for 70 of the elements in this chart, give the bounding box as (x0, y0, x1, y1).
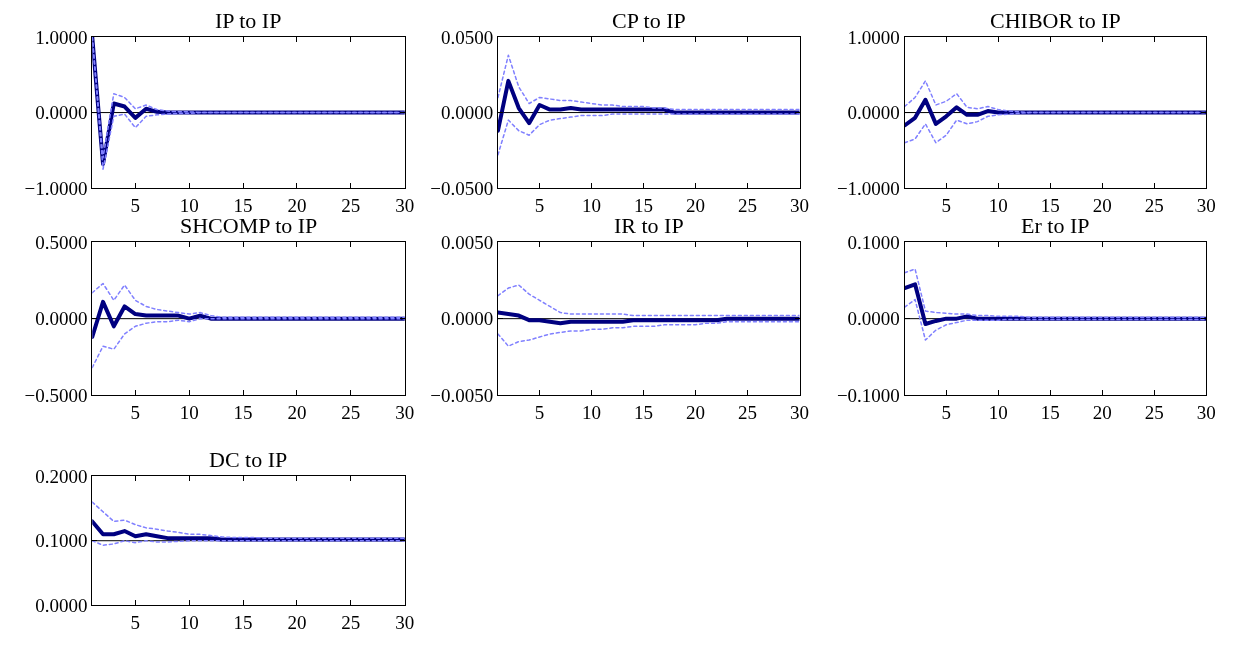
y-tick-label: −1.0000 (836, 177, 900, 199)
x-tick-label: 20 (686, 194, 706, 216)
x-tick-label: 30 (1196, 194, 1216, 216)
x-tick-label: 30 (790, 194, 809, 216)
y-tick-label: −0.1000 (836, 384, 900, 406)
x-tick-label: 5 (941, 194, 951, 216)
x-tick-label: 5 (534, 401, 545, 423)
x-tick-label: 25 (341, 401, 361, 423)
y-tick-label: 0.0000 (847, 308, 900, 330)
x-tick-label: 30 (395, 194, 415, 216)
x-tick-label: 5 (941, 401, 951, 423)
x-tick-label: 10 (179, 401, 199, 423)
x-tick-label: 15 (233, 401, 253, 423)
y-tick-label: 0.0000 (440, 102, 494, 124)
chart-title: Er to IP (1021, 213, 1090, 238)
x-tick-label: 5 (130, 401, 141, 423)
x-tick-label: 25 (341, 611, 361, 633)
y-tick-label: 0.2000 (35, 466, 88, 488)
x-tick-label: 15 (1040, 401, 1060, 423)
x-tick-label: 10 (988, 194, 1008, 216)
x-tick-label: 30 (395, 401, 415, 423)
x-tick-label: 20 (287, 611, 307, 633)
y-tick-label: 0.0050 (440, 231, 494, 253)
x-tick-label: 10 (582, 401, 602, 423)
chart-title: CP to IP (612, 8, 686, 33)
x-tick-label: 15 (233, 611, 253, 633)
x-tick-label: 20 (1092, 401, 1112, 423)
x-tick-label: 25 (738, 194, 758, 216)
y-tick-label: 1.0000 (35, 26, 88, 48)
chart-title: SHCOMP to IP (180, 213, 318, 238)
x-tick-label: 5 (534, 194, 545, 216)
y-tick-label: 0.0000 (35, 102, 88, 124)
y-tick-label: 1.0000 (847, 26, 900, 48)
y-tick-label: −0.0050 (430, 384, 494, 406)
x-tick-label: 10 (988, 401, 1008, 423)
x-tick-label: 10 (582, 194, 602, 216)
y-tick-label: 0.0000 (847, 102, 900, 124)
y-tick-label: −0.5000 (24, 384, 88, 406)
y-tick-label: 0.0000 (35, 594, 88, 616)
y-tick-label: 0.0000 (35, 308, 88, 330)
chart-title: CHIBOR to IP (990, 8, 1121, 33)
y-tick-label: 0.0000 (440, 308, 494, 330)
x-tick-label: 25 (1144, 194, 1164, 216)
x-tick-label: 5 (130, 194, 141, 216)
x-tick-label: 30 (395, 611, 415, 633)
y-tick-label: 0.1000 (847, 231, 900, 253)
x-tick-label: 25 (341, 194, 361, 216)
x-tick-label: 20 (686, 401, 706, 423)
x-tick-label: 25 (738, 401, 758, 423)
x-tick-label: 5 (130, 611, 141, 633)
y-tick-label: 0.1000 (35, 530, 88, 552)
x-tick-label: 15 (1040, 194, 1060, 216)
y-tick-label: −1.0000 (24, 177, 88, 199)
chart-title: IR to IP (614, 213, 684, 238)
x-tick-label: 10 (179, 611, 199, 633)
y-tick-label: 0.0500 (440, 26, 494, 48)
y-tick-label: 0.5000 (35, 231, 88, 253)
x-tick-label: 20 (1092, 194, 1112, 216)
x-tick-label: 20 (287, 194, 307, 216)
x-tick-label: 10 (179, 194, 199, 216)
x-tick-label: 30 (1196, 401, 1216, 423)
chart-title: IP to IP (215, 8, 282, 33)
x-tick-label: 30 (790, 401, 809, 423)
x-tick-label: 15 (634, 401, 654, 423)
x-tick-label: 25 (1144, 401, 1164, 423)
x-tick-label: 20 (287, 401, 307, 423)
x-tick-label: 15 (233, 194, 253, 216)
x-tick-label: 15 (634, 194, 654, 216)
y-tick-label: −0.0500 (430, 177, 494, 199)
chart-title: DC to IP (209, 447, 288, 472)
